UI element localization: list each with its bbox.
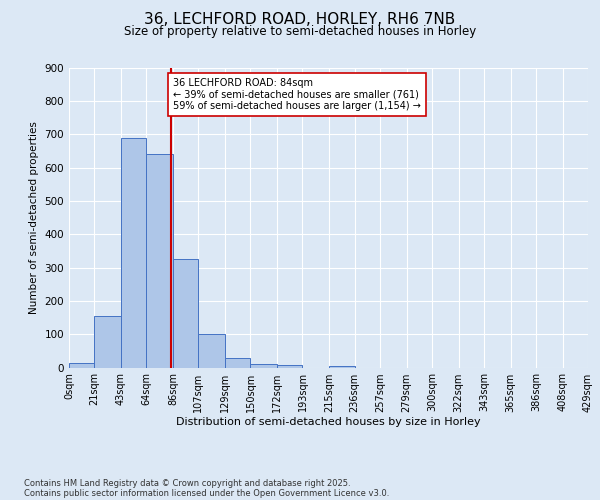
Bar <box>329 366 355 368</box>
X-axis label: Distribution of semi-detached houses by size in Horley: Distribution of semi-detached houses by … <box>176 418 481 428</box>
Bar <box>146 154 173 368</box>
Bar <box>250 364 277 368</box>
Bar <box>277 365 302 368</box>
Text: Size of property relative to semi-detached houses in Horley: Size of property relative to semi-detach… <box>124 25 476 38</box>
Bar <box>199 334 225 368</box>
Text: Contains public sector information licensed under the Open Government Licence v3: Contains public sector information licen… <box>24 488 389 498</box>
Text: 36 LECHFORD ROAD: 84sqm
← 39% of semi-detached houses are smaller (761)
59% of s: 36 LECHFORD ROAD: 84sqm ← 39% of semi-de… <box>173 78 421 110</box>
Text: 36, LECHFORD ROAD, HORLEY, RH6 7NB: 36, LECHFORD ROAD, HORLEY, RH6 7NB <box>145 12 455 28</box>
Text: Contains HM Land Registry data © Crown copyright and database right 2025.: Contains HM Land Registry data © Crown c… <box>24 478 350 488</box>
Bar <box>69 362 94 368</box>
Y-axis label: Number of semi-detached properties: Number of semi-detached properties <box>29 121 39 314</box>
Bar <box>173 259 199 368</box>
Bar <box>225 358 250 368</box>
Bar <box>94 316 121 368</box>
Bar <box>121 138 146 368</box>
